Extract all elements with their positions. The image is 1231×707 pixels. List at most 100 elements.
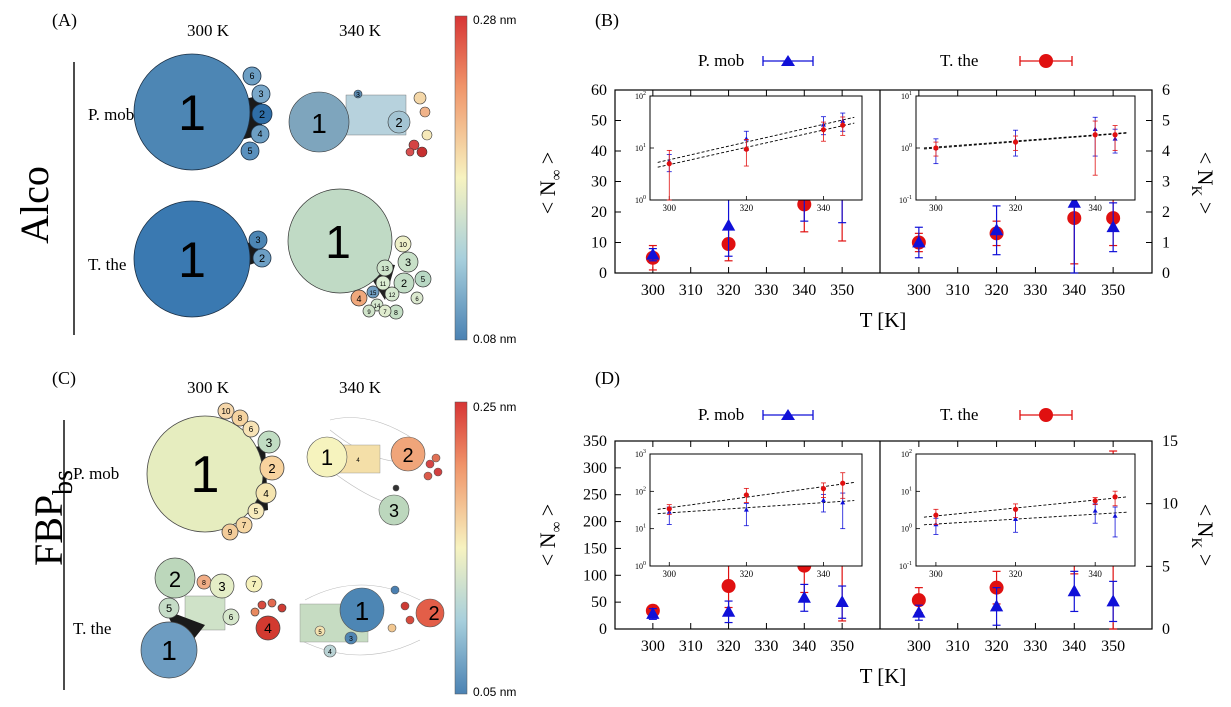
network-label-2: 2 [402,445,413,467]
inset-y-tick-exponent: -1 [907,195,912,201]
panel-a-row-title: Alco [12,166,57,244]
x-tick-label: 350 [1101,638,1125,655]
network-node-1 [140,621,198,679]
network-node-2 [415,598,445,628]
network-node-5 [314,625,326,637]
network-label-9: 9 [367,310,371,316]
network-label-6: 6 [249,425,254,434]
inset-frame [649,95,863,201]
colorbar-a [454,15,468,341]
panel-d-frame [614,440,1153,630]
network-node-7 [378,304,392,318]
network-node-1 [133,53,251,171]
ylabel-left-main: < N [535,532,560,566]
inset-point-circle [743,492,749,498]
network-node-7 [235,516,253,534]
network-label-5: 5 [318,630,322,636]
network-a-tthe-340k [287,188,432,320]
inset-point-circle [1112,494,1118,500]
x-tick-label: 300 [641,638,665,655]
network-label-5: 5 [247,146,252,156]
network-label-1: 1 [191,446,220,504]
network-node-6 [242,66,262,86]
x-tick-label: 320 [985,638,1009,655]
network-label-3: 3 [405,257,411,269]
network-label-4: 4 [263,489,269,500]
network-node-10 [394,235,412,253]
network-label-6: 6 [415,297,419,303]
network-label-6: 6 [229,613,234,622]
network-node-2 [259,455,285,481]
y-tick-label: 150 [583,540,607,557]
data-point-circle [911,593,926,608]
data-point-triangle [721,604,736,617]
network-node-1 [133,200,251,318]
network-label-5: 5 [421,275,426,284]
network-node-1 [306,436,348,478]
inset-x-tick-label: 300 [929,569,943,579]
legend-d: P. mob T. the [698,405,1073,424]
panel-a-col-300k: 300 K [187,21,230,40]
y-tick-label: 1 [1162,235,1170,252]
colorbar-c-min: 0.05 nm [473,685,516,699]
panel-d-label: (D) [595,368,620,389]
network-label-2: 2 [428,603,439,625]
inset-y-tick-label: 100 [901,524,912,534]
inset-y-tick-label: 102 [635,486,646,496]
y-tick-label: 2 [1162,204,1170,221]
network-label-2: 2 [259,109,265,121]
network-node-5 [247,502,265,520]
inset-x-tick-label: 340 [1088,569,1102,579]
inset-series-p-mob [923,503,1128,538]
y-tick-label: 300 [583,460,607,477]
x-tick-label: 340 [1062,282,1086,299]
colorbar-c [454,401,468,695]
data-point-triangle [1106,220,1120,233]
inset-frame [649,453,863,567]
colorbar-c-max: 0.25 nm [473,400,516,414]
network-node-3 [251,84,271,104]
inset-point-circle [743,146,749,152]
y-tick-label: 0 [1162,265,1170,282]
legend-d-tthe-marker [1019,408,1073,422]
network-label-15: 15 [370,291,377,297]
network-label-4: 4 [257,129,262,139]
network-a-pmob-340k [288,89,433,158]
network-node [257,600,267,610]
legend-b-tthe-marker [1019,54,1073,68]
ylabel-left-sub: ∞ [549,522,565,533]
network-node-15 [366,285,380,299]
network-label-7: 7 [383,310,387,316]
data-point-triangle [1067,584,1081,597]
inset-point-triangle [1112,513,1118,518]
plot-d-marks: 300 310 320 330 340 3500501001502002503003503… [583,433,1178,655]
data-point-triangle [646,247,660,260]
x-tick-label: 310 [946,282,970,299]
network-label-3: 3 [218,579,225,594]
inset-series-t-the [923,490,1128,525]
network-label-3: 3 [255,235,260,245]
network-node-4 [350,289,368,307]
network-label-2: 2 [259,253,265,265]
y-tick-label: 10 [1162,496,1178,513]
network-node-1 [339,587,385,633]
x-tick-label: 340 [1062,638,1086,655]
inset-y-tick-exponent: 2 [643,486,646,492]
x-tick-label: 330 [1023,282,1047,299]
y-tick-label: 10 [591,235,607,252]
network-node-3 [257,430,281,454]
panel-b: (B) P. mob T. the < N∞ > < NK > T [K] 30… [535,10,1218,332]
network-label-1: 1 [311,108,327,139]
network-node-4 [255,482,277,504]
network-label-3: 3 [349,636,353,643]
network-label-4: 4 [356,294,361,304]
y-tick-label: 30 [591,174,607,191]
x-tick-label: 350 [1101,282,1125,299]
panel-c: (C) 300 K 340 K FBPbs P. mob T. the 1 10… [26,368,516,699]
inset-point-circle [1012,139,1019,145]
network-node-9 [362,304,376,318]
network-label-3: 3 [266,436,273,450]
data-point-triangle [835,595,849,608]
y-tick-label: 6 [1162,82,1170,99]
